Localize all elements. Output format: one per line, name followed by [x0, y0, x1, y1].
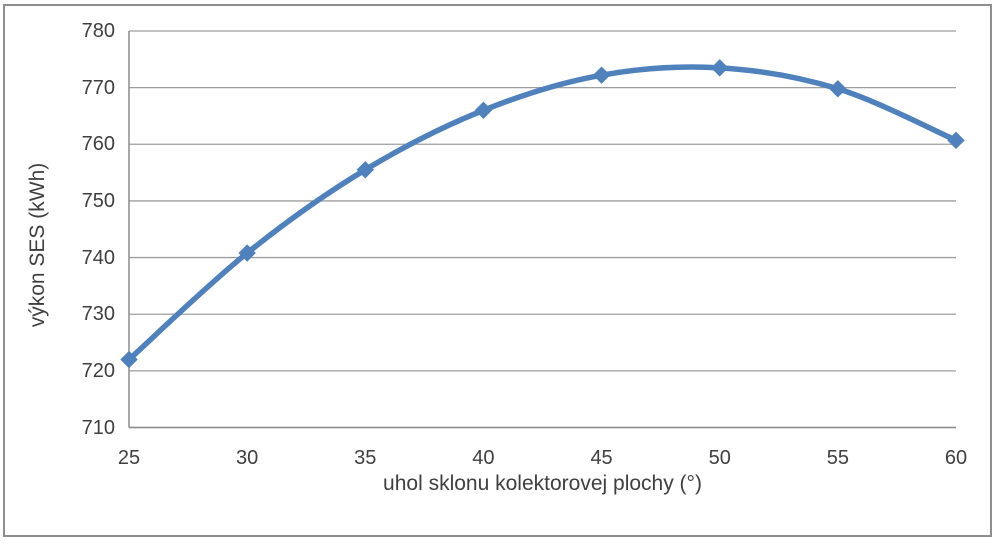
data-point-marker — [474, 101, 493, 120]
chart-outer-frame — [3, 4, 992, 537]
data-point-marker — [829, 80, 847, 98]
y-tick-label: 770 — [81, 76, 115, 99]
x-tick-label: 50 — [708, 447, 731, 469]
x-axis-title: uhol sklonu kolektorovej plochy (°) — [383, 472, 702, 495]
y-axis-title: výkon SES (kWh) — [26, 162, 49, 328]
y-tick-label: 730 — [81, 303, 115, 326]
data-point-marker — [592, 66, 611, 84]
y-tick-label: 760 — [81, 133, 115, 156]
y-tick-label: 710 — [81, 416, 115, 439]
y-tick-label: 740 — [81, 246, 115, 269]
y-tick-label: 780 — [81, 20, 115, 42]
x-tick-label: 45 — [590, 447, 613, 469]
y-tick-label: 750 — [81, 189, 115, 212]
x-tick-label: 25 — [117, 447, 141, 469]
x-tick-label: 35 — [354, 447, 377, 469]
y-tick-label: 720 — [81, 359, 115, 382]
x-tick-label: 55 — [826, 447, 849, 469]
data-point-marker — [238, 244, 256, 262]
x-tick-label: 60 — [944, 447, 968, 469]
data-point-marker — [120, 350, 138, 369]
data-point-marker — [356, 161, 374, 179]
x-tick-label: 30 — [236, 447, 259, 469]
data-point-marker — [711, 59, 729, 77]
series-line — [126, 64, 959, 363]
x-tick-label: 40 — [472, 447, 495, 469]
data-point-marker — [947, 131, 965, 150]
